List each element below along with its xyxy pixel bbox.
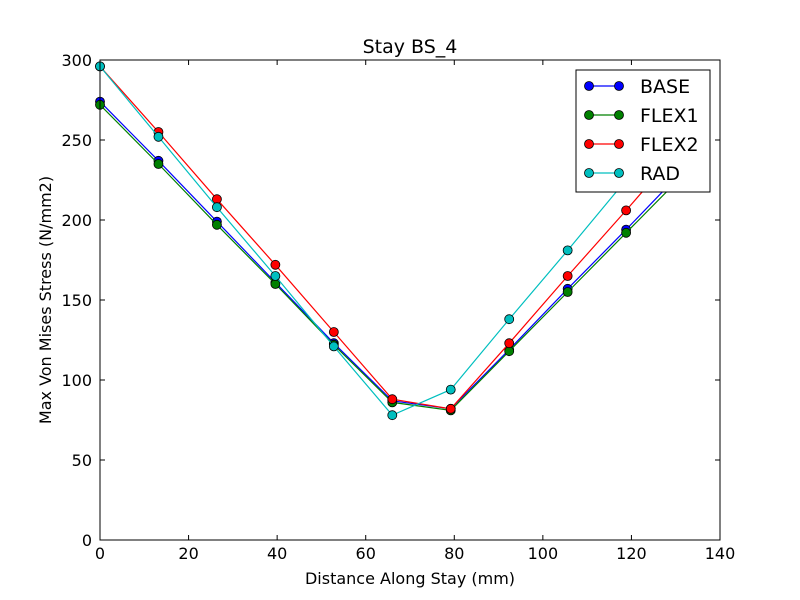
x-tick-label: 100 [528, 544, 559, 563]
x-tick-label: 20 [178, 544, 198, 563]
legend-marker-base [584, 81, 594, 91]
legend-marker-flex1 [584, 110, 594, 120]
x-tick-label: 60 [356, 544, 376, 563]
data-point-rad [212, 202, 222, 213]
x-tick-label: 140 [705, 544, 736, 563]
tick-layer: 0 20 40 60 80 100 120 140 0 50 100 150 200 250 300 [61, 51, 735, 563]
chart-title: Stay BS_4 [363, 36, 458, 58]
data-point-flex2 [621, 205, 632, 216]
legend-marker-rad [614, 168, 624, 178]
data-point-flex1 [212, 219, 222, 230]
y-tick-label: 300 [61, 51, 92, 70]
data-point-flex2 [445, 403, 456, 414]
y-tick-label: 50 [72, 451, 92, 470]
data-point-flex2 [387, 394, 398, 405]
data-point-rad [270, 271, 281, 281]
data-point-flex2 [270, 259, 281, 270]
data-point-rad [562, 245, 573, 256]
y-tick-label: 100 [61, 371, 92, 390]
legend-label-rad: RAD [640, 163, 680, 185]
data-point-rad [153, 131, 164, 142]
legend-marker-flex1 [614, 110, 624, 120]
y-tick-label: 150 [61, 291, 92, 310]
y-tick-label: 0 [82, 531, 92, 550]
legend-marker-flex2 [584, 139, 594, 149]
data-point-flex1 [562, 287, 573, 297]
legend-box [575, 69, 711, 193]
legend-label-flex2: FLEX2 [640, 134, 699, 156]
data-point-flex2 [562, 271, 573, 281]
x-tick-label: 80 [444, 544, 464, 563]
legend-marker-flex2 [614, 139, 624, 149]
data-point-rad [445, 384, 456, 395]
data-point-rad [504, 314, 515, 325]
y-tick-label: 250 [61, 131, 92, 150]
data-point-flex1 [621, 227, 632, 238]
data-point-rad [387, 410, 398, 421]
y-tick-label: 200 [61, 211, 92, 230]
x-tick-label: 120 [616, 544, 647, 563]
legend-marker-rad [584, 168, 594, 178]
data-point-rad [328, 341, 339, 352]
legend-marker-base [614, 81, 624, 91]
x-tick-label: 0 [95, 544, 105, 563]
data-point-flex1 [153, 159, 164, 169]
data-point-flex2 [328, 327, 339, 337]
y-axis-label: Max Von Mises Stress (N/mm2) [36, 176, 55, 424]
legend-label-base: BASE [640, 76, 690, 98]
data-point-flex2 [504, 338, 515, 349]
legend-label-flex1: FLEX1 [640, 105, 699, 127]
x-axis-label: Distance Along Stay (mm) [305, 569, 515, 588]
legend: BASE FLEX1 FLEX2 RAD [575, 69, 711, 193]
x-tick-label: 40 [267, 544, 287, 563]
